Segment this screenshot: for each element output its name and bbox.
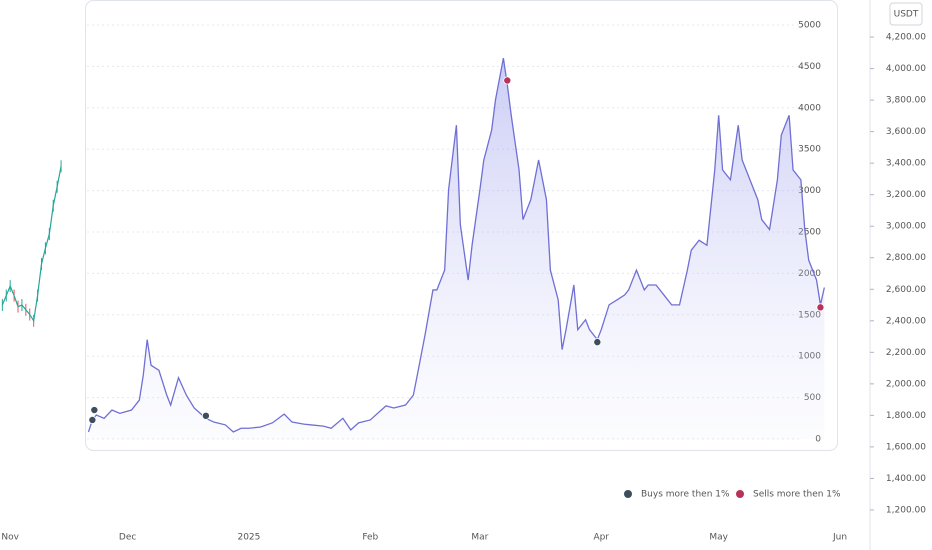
trade-marker bbox=[816, 303, 825, 312]
price-tick-label: 3,200.00 bbox=[886, 190, 926, 200]
price-unit: USDT bbox=[894, 10, 919, 20]
x-tick-label: 2025 bbox=[237, 533, 260, 543]
price-tick-label: 2,800.00 bbox=[886, 253, 926, 263]
legend-swatch bbox=[624, 490, 632, 498]
x-tick-label: Dec bbox=[119, 533, 136, 543]
price-tick-label: 3,400.00 bbox=[886, 159, 926, 169]
price-tick-label: 2,200.00 bbox=[886, 348, 926, 358]
x-tick-label: Nov bbox=[1, 533, 19, 543]
trade-marker bbox=[90, 406, 99, 415]
area-line bbox=[87, 57, 825, 433]
y-tick-label: 5000 bbox=[798, 21, 821, 31]
trade-marker bbox=[593, 338, 602, 347]
price-tick-label: 1,200.00 bbox=[886, 505, 926, 515]
price-tick-label: 3,000.00 bbox=[886, 222, 926, 232]
price-tick-label: 1,600.00 bbox=[886, 442, 926, 452]
price-line bbox=[1, 166, 62, 323]
price-tick-label: 1,400.00 bbox=[886, 474, 926, 484]
trade-marker bbox=[503, 76, 512, 85]
x-tick-label: Feb bbox=[362, 533, 378, 543]
unit-box bbox=[889, 2, 923, 26]
legend-swatch bbox=[736, 490, 744, 498]
y-tick-label: 0 bbox=[815, 435, 821, 445]
legend-label: Buys more then 1% bbox=[641, 490, 730, 500]
y-tick-label: 3000 bbox=[798, 186, 821, 196]
price-tick-label: 4,200.00 bbox=[886, 33, 926, 43]
price-tick-label: 2,600.00 bbox=[886, 285, 926, 295]
trade-marker bbox=[201, 411, 210, 420]
y-tick-label: 4500 bbox=[798, 62, 821, 72]
x-tick-label: Jun bbox=[832, 533, 847, 543]
x-tick-label: Apr bbox=[593, 533, 609, 543]
trade-marker bbox=[88, 415, 97, 424]
x-tick-label: May bbox=[709, 533, 728, 543]
price-tick-label: 1,800.00 bbox=[886, 411, 926, 421]
legend-label: Sells more then 1% bbox=[753, 490, 841, 500]
price-tick-label: 2,000.00 bbox=[886, 379, 926, 389]
x-tick-label: Mar bbox=[471, 533, 488, 543]
y-tick-label: 2500 bbox=[798, 228, 821, 238]
price-tick-label: 2,400.00 bbox=[886, 316, 926, 326]
price-tick-label: 4,000.00 bbox=[886, 64, 926, 74]
area-fill bbox=[88, 58, 825, 440]
y-tick-label: 3500 bbox=[798, 145, 821, 155]
price-tick-label: 3,800.00 bbox=[886, 96, 926, 106]
y-tick-label: 4000 bbox=[798, 103, 821, 113]
price-tick-label: 3,600.00 bbox=[886, 127, 926, 137]
